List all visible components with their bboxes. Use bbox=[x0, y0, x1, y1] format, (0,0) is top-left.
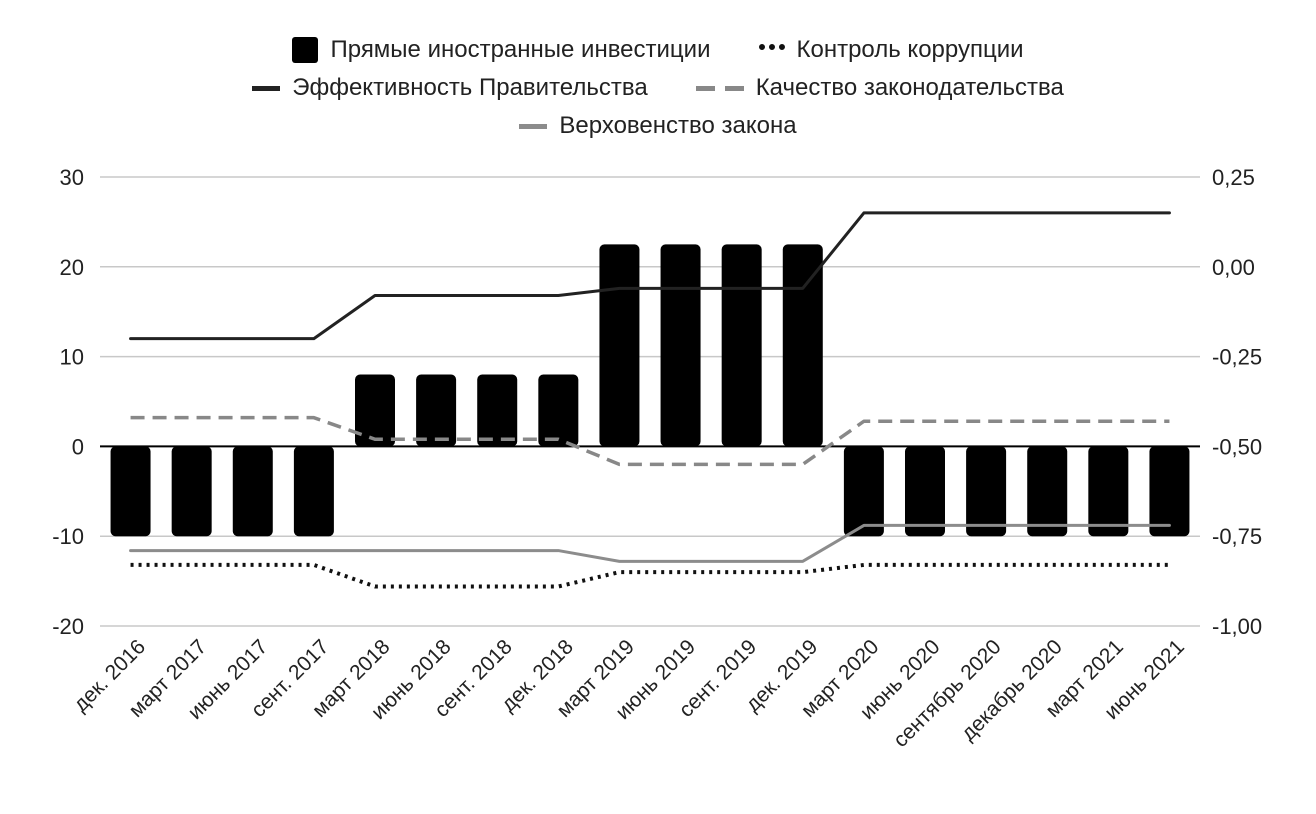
bar bbox=[171, 446, 212, 537]
y-left-tick-label: -20 bbox=[52, 614, 84, 639]
gov-effectiveness-line bbox=[129, 211, 1171, 341]
y-right-tick-label: 0,00 bbox=[1212, 255, 1255, 280]
legend-label: Прямые иностранные инвестиции bbox=[330, 36, 711, 63]
bar bbox=[966, 446, 1007, 537]
legend-item-gov-effectiveness: Эффективность Правительства bbox=[252, 74, 648, 102]
legend-label: Эффективность Правительства bbox=[292, 74, 648, 101]
legend-row-1: Прямые иностранные инвестиции Контроль к… bbox=[0, 36, 1316, 64]
bar bbox=[416, 374, 457, 447]
y-left-tick-label: 20 bbox=[60, 255, 84, 280]
bar bbox=[110, 446, 151, 537]
y-right-tick-label: -0,25 bbox=[1212, 345, 1262, 370]
legend-swatch-bar bbox=[292, 37, 319, 63]
y-left-tick-label: -10 bbox=[52, 524, 84, 549]
legend-label: Верховенство закона bbox=[559, 112, 797, 139]
legend-swatch-solid bbox=[252, 85, 281, 91]
bar bbox=[905, 446, 945, 537]
bar bbox=[477, 374, 518, 447]
legend-label: Качество законодательства bbox=[755, 74, 1064, 101]
legend-swatch-dotted bbox=[758, 44, 785, 56]
legend-item-corruption: Контроль коррупции bbox=[758, 36, 1024, 64]
bar bbox=[843, 446, 884, 537]
bar bbox=[1149, 446, 1190, 537]
bar bbox=[355, 374, 395, 447]
y-left-tick-label: 0 bbox=[72, 434, 84, 459]
corruption-control-line bbox=[130, 562, 1170, 589]
legend-item-rule-of-law: Верховенство закона bbox=[519, 112, 797, 140]
legend-swatch-dashed bbox=[695, 85, 744, 91]
bar bbox=[293, 446, 334, 537]
y-right-tick-label: 0,25 bbox=[1212, 165, 1255, 190]
x-category-label: сентябрь 2020 bbox=[889, 635, 1006, 752]
legend-swatch-solid-gray bbox=[519, 123, 548, 129]
y-left-tick-label: 10 bbox=[60, 345, 84, 370]
bar bbox=[660, 244, 701, 447]
legend-item-regulatory-quality: Качество законодательства bbox=[695, 74, 1064, 102]
y-right-tick-label: -0,50 bbox=[1212, 434, 1262, 459]
bar bbox=[1027, 446, 1068, 537]
bar bbox=[721, 244, 762, 447]
bar bbox=[782, 244, 823, 447]
bar bbox=[232, 446, 273, 537]
y-right-tick-label: -1,00 bbox=[1212, 614, 1262, 639]
bar bbox=[538, 374, 579, 447]
bar bbox=[1088, 446, 1129, 537]
bar bbox=[599, 244, 640, 447]
regulatory-quality-line bbox=[130, 415, 1170, 467]
rule-of-law-line bbox=[129, 523, 1171, 563]
y-left-tick-label: 30 bbox=[60, 165, 84, 190]
legend-row-3: Верховенство закона bbox=[0, 112, 1316, 140]
legend-item-fdi: Прямые иностранные инвестиции bbox=[292, 36, 711, 64]
y-right-tick-label: -0,75 bbox=[1212, 524, 1262, 549]
legend-label: Контроль коррупции bbox=[796, 36, 1024, 63]
legend-row-2: Эффективность Правительства Качество зак… bbox=[0, 74, 1316, 102]
